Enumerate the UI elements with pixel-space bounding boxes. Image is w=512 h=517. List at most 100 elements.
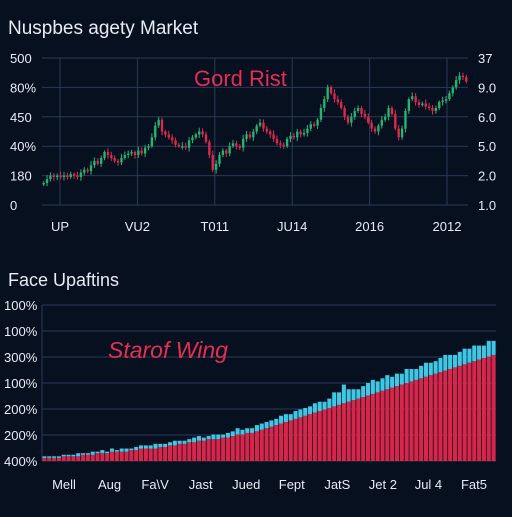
- bar-segment-top: [240, 429, 245, 435]
- candle-body: [373, 128, 377, 132]
- candle-body: [343, 107, 346, 117]
- candle-body: [461, 75, 465, 78]
- bar-segment-base: [491, 354, 496, 461]
- candle-body: [394, 113, 397, 129]
- bar-segment-base: [351, 400, 356, 461]
- bar-segment-top: [467, 348, 472, 363]
- bar-segment-base: [138, 448, 144, 461]
- bar-segment-top: [433, 361, 438, 374]
- candle-body: [93, 160, 96, 166]
- bottom-y-tick: 100%: [4, 376, 38, 391]
- bar-segment-base: [124, 451, 129, 461]
- candle-body: [448, 93, 451, 100]
- bar-segment-top: [351, 389, 356, 401]
- bottom-x-tick: Jul 4: [415, 477, 442, 492]
- bar-segment-top: [138, 445, 144, 449]
- candle-body: [123, 155, 127, 158]
- candle-body: [421, 103, 424, 106]
- bar-segment-top: [196, 436, 201, 441]
- bar-segment-top: [477, 345, 482, 360]
- bar-segment-top: [337, 392, 342, 405]
- bar-segment-top: [172, 440, 177, 446]
- bar-segment-top: [129, 448, 134, 451]
- bar-segment-top: [245, 428, 250, 433]
- candle-body: [127, 153, 130, 156]
- bar-segment-top: [365, 383, 371, 396]
- bar-segment-base: [85, 454, 90, 461]
- bar-segment-top: [332, 392, 337, 407]
- candle-body: [441, 100, 444, 103]
- bar-segment-top: [90, 451, 95, 455]
- bottom-chart-bars: [42, 340, 496, 461]
- bottom-x-tick: Fa\V: [141, 477, 169, 492]
- candle-body: [89, 165, 93, 172]
- bar-segment-base: [95, 453, 100, 461]
- top-chart-candles: [42, 72, 468, 187]
- candle-body: [397, 128, 400, 138]
- candle-body: [137, 150, 140, 156]
- bar-segment-base: [283, 422, 288, 461]
- bar-segment-base: [71, 456, 76, 461]
- bar-segment-top: [279, 415, 284, 424]
- bar-segment-base: [264, 428, 269, 461]
- candle-body: [252, 131, 255, 138]
- bar-segment-base: [221, 437, 226, 461]
- bar-segment-top: [163, 443, 168, 447]
- bar-segment-top: [216, 434, 221, 440]
- bar-segment-base: [481, 358, 486, 461]
- bar-segment-base: [375, 392, 380, 461]
- candle-body: [326, 87, 329, 100]
- bar-segment-base: [462, 364, 467, 461]
- candle-body: [323, 99, 326, 108]
- top-y-left-tick: 180: [10, 169, 32, 184]
- candle-body: [292, 135, 296, 138]
- candle-body: [285, 138, 289, 147]
- bar-segment-top: [225, 432, 230, 438]
- candle-body: [434, 107, 438, 111]
- bar-segment-base: [312, 412, 317, 461]
- bar-segment-top: [283, 414, 288, 422]
- bar-segment-base: [308, 414, 313, 461]
- candle-body: [238, 146, 241, 148]
- candle-body: [299, 131, 302, 135]
- bar-segment-base: [404, 383, 409, 461]
- bar-segment-base: [438, 372, 443, 461]
- bar-segment-base: [216, 439, 221, 461]
- bar-segment-base: [298, 417, 303, 461]
- bar-segment-base: [361, 397, 366, 461]
- candle-body: [407, 99, 411, 111]
- bar-segment-base: [332, 406, 337, 461]
- candle-body: [228, 146, 231, 154]
- candle-body: [289, 135, 292, 139]
- bar-segment-base: [225, 437, 230, 461]
- bar-segment-base: [293, 418, 298, 461]
- candle-body: [333, 93, 336, 100]
- candle-body: [147, 146, 150, 148]
- bottom-y-tick: 200%: [4, 402, 38, 417]
- bar-segment-top: [361, 386, 366, 398]
- top-y-right-tick: 9.0: [478, 80, 496, 95]
- candle-body: [400, 128, 404, 138]
- bar-segment-top: [71, 454, 76, 457]
- bar-segment-base: [303, 415, 308, 461]
- candle-body: [184, 146, 187, 148]
- bottom-y-tick: 100%: [4, 324, 38, 339]
- bottom-x-tick: Fat5: [461, 477, 487, 492]
- bar-segment-base: [182, 443, 187, 461]
- bar-segment-base: [394, 386, 400, 461]
- candle-body: [306, 128, 309, 133]
- bar-segment-top: [472, 345, 477, 362]
- bar-segment-top: [264, 422, 269, 429]
- bar-segment-top: [375, 381, 380, 393]
- candle-body: [218, 155, 221, 164]
- bar-segment-base: [90, 454, 95, 461]
- candle-body: [211, 155, 214, 170]
- candle-body: [309, 124, 312, 129]
- bar-segment-top: [438, 358, 443, 373]
- candle-body: [69, 174, 72, 178]
- candle-body: [350, 116, 353, 123]
- bar-segment-top: [221, 434, 226, 438]
- top-y-right-tick: 5.0: [478, 139, 496, 154]
- bar-segment-top: [187, 439, 192, 443]
